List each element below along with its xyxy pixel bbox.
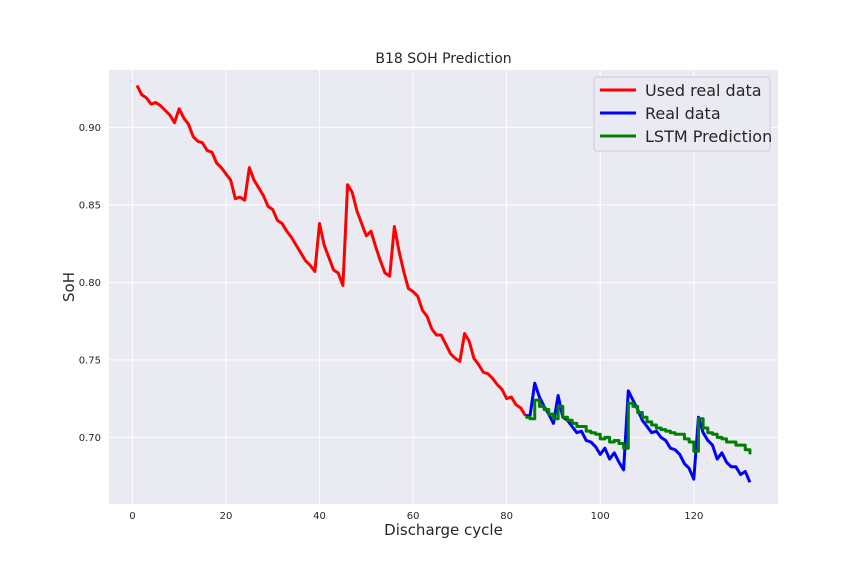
y-tick-label: 0.80 [79,278,101,289]
y-tick-label: 0.90 [79,123,101,134]
y-tick-label: 0.70 [79,433,101,444]
x-tick-label: 0 [129,511,135,522]
legend-label-lstm-prediction: LSTM Prediction [645,127,772,146]
x-axis-label: Discharge cycle [384,521,503,539]
x-tick-labels: 0 20 40 60 80 100 120 [129,511,703,522]
legend-box [593,76,771,152]
legend: Used real data Real data LSTM Prediction [593,76,772,152]
grid-lines [109,70,778,504]
x-tick-label: 100 [591,511,610,522]
x-tick-label: 20 [220,511,233,522]
x-tick-label: 60 [407,511,420,522]
x-tick-label: 40 [313,511,326,522]
x-tick-label: 120 [684,511,703,522]
series-layer [135,84,752,483]
y-tick-labels: 0.70 0.75 0.80 0.85 0.90 [79,123,101,444]
y-tick-label: 0.75 [79,355,101,366]
series-line-used-real-data [135,84,527,417]
legend-label-real-data: Real data [645,104,721,123]
x-tick-label: 80 [500,511,513,522]
series-line-lstm-prediction [525,398,752,455]
y-axis-label: SoH [60,272,78,302]
chart-title: B18 SOH Prediction [375,51,511,67]
legend-label-used-real-data: Used real data [645,81,762,100]
y-tick-label: 0.85 [79,200,101,211]
